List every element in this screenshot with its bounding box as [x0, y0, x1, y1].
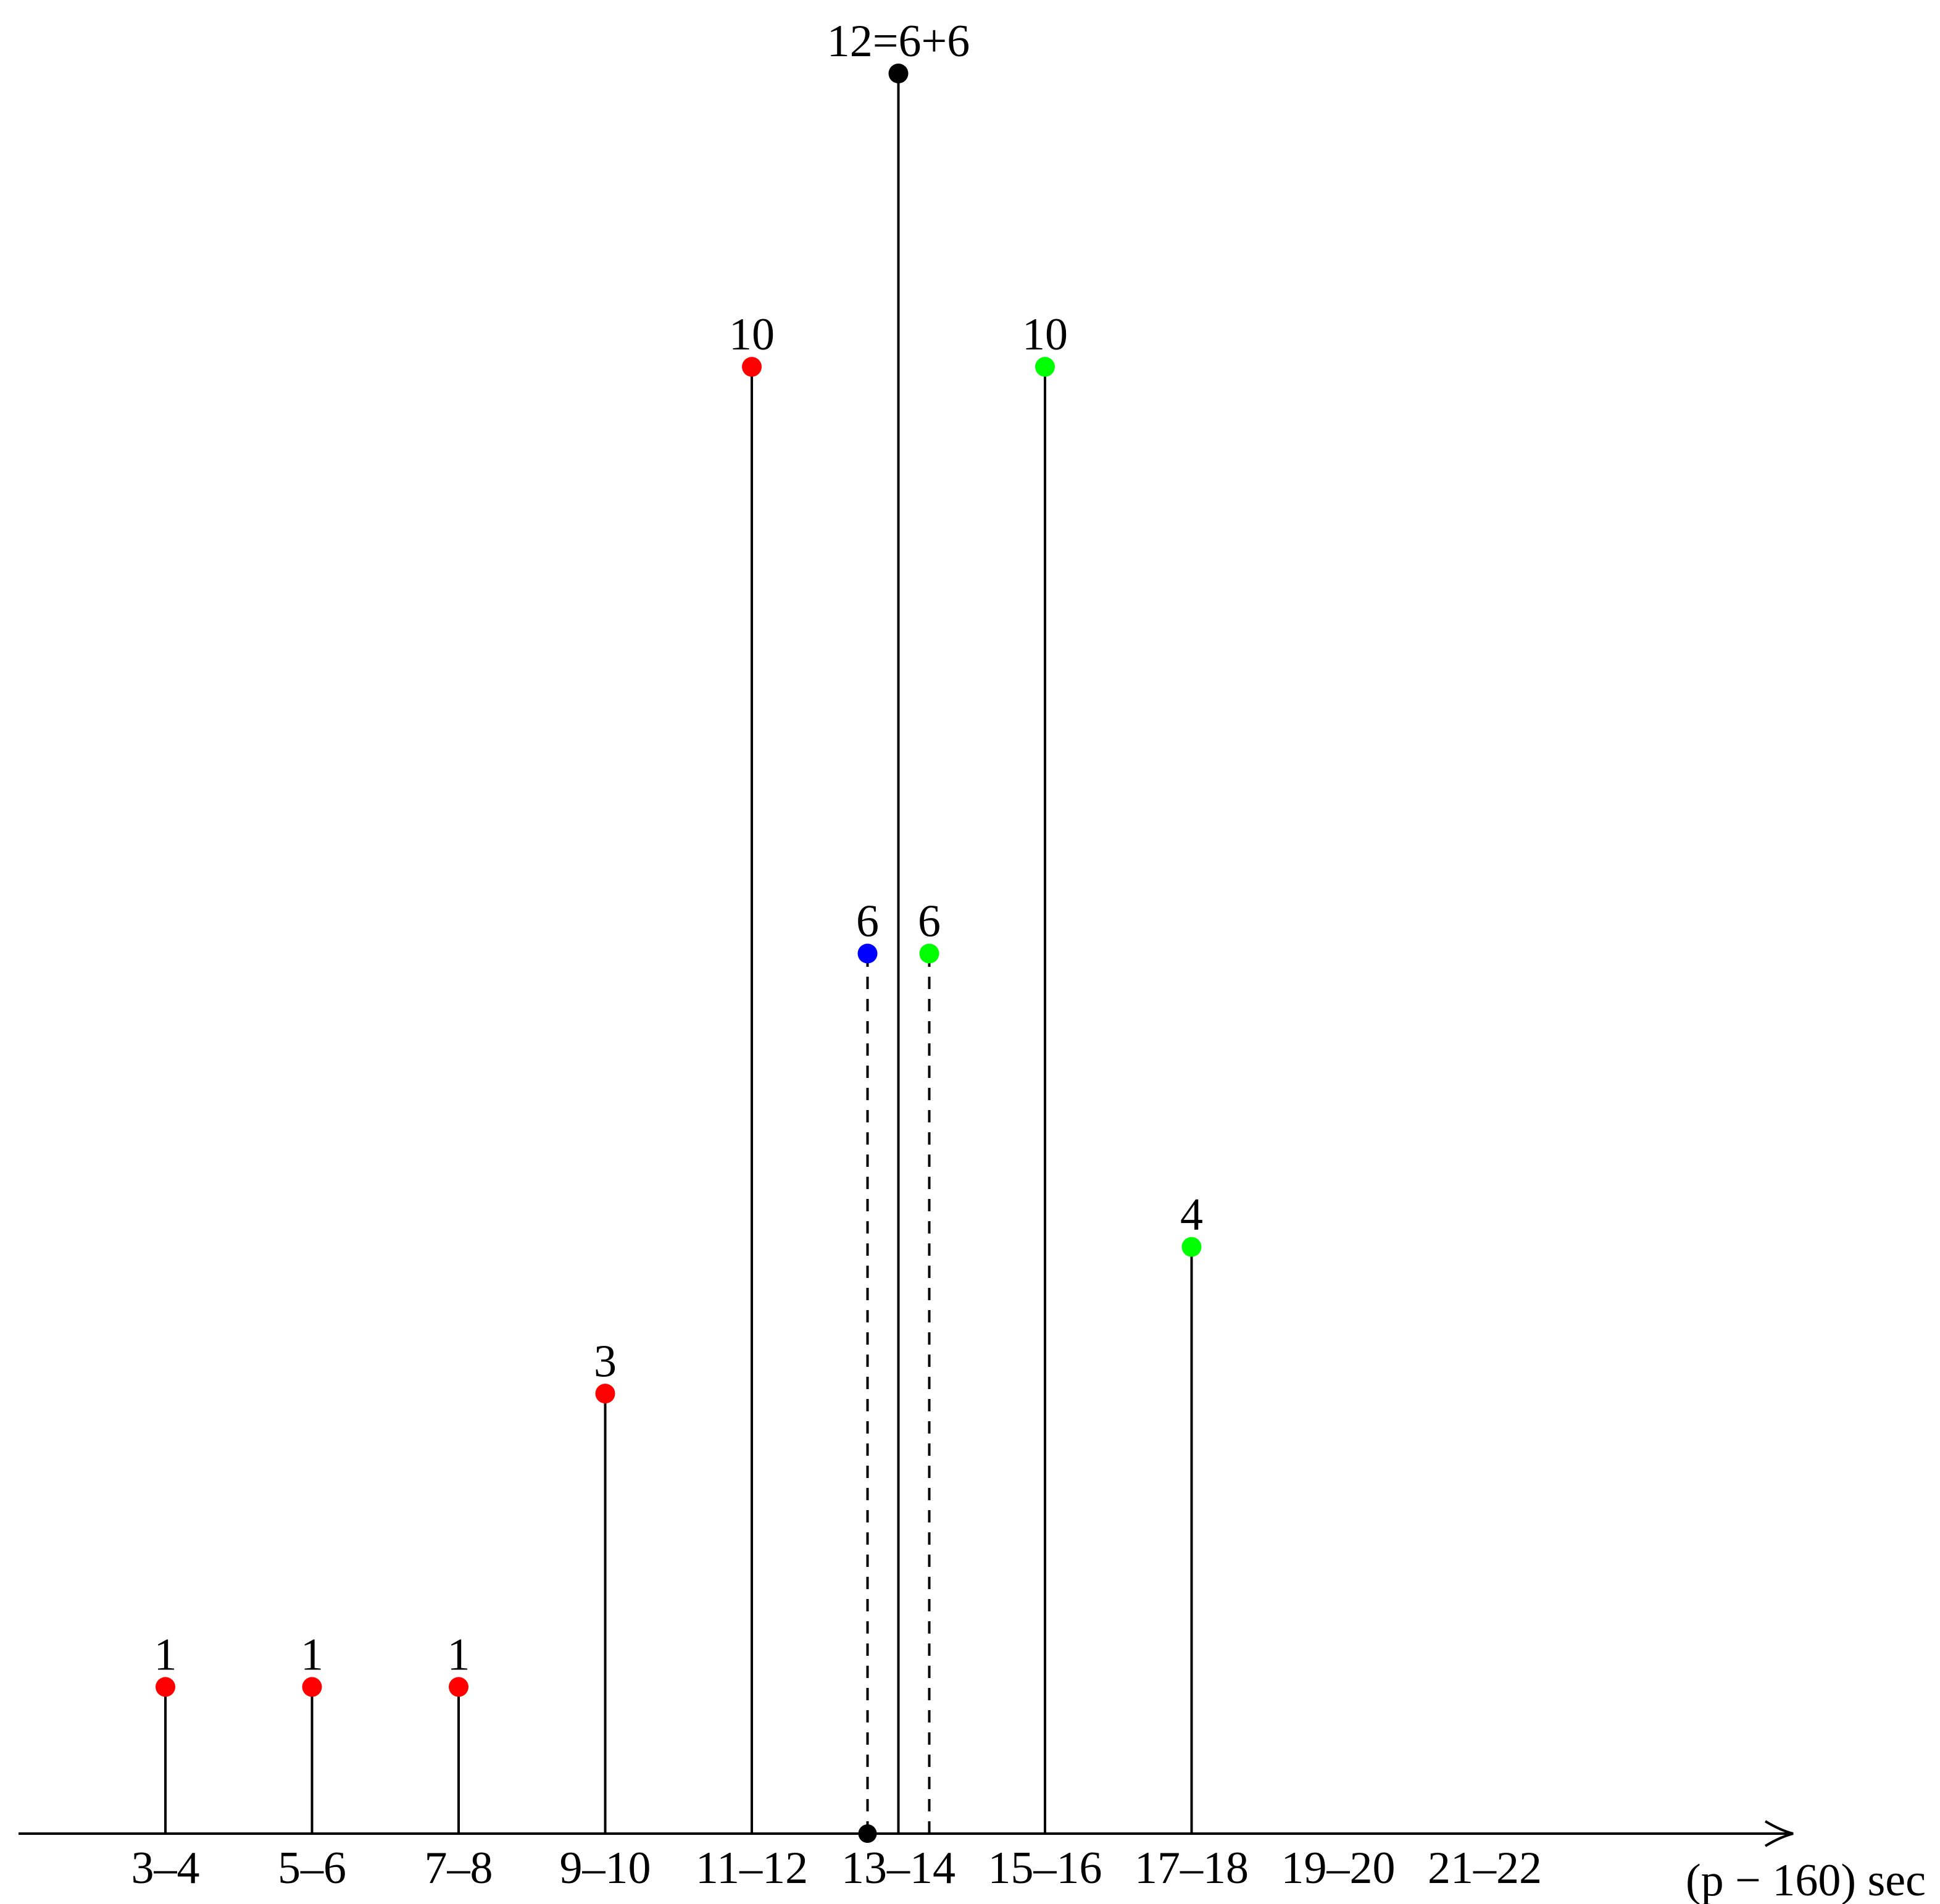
dot	[919, 943, 939, 964]
value-label: 1	[301, 1629, 323, 1680]
value-label: 10	[1022, 309, 1068, 360]
value-label: 12=6+6	[827, 16, 970, 67]
x-tick-label: 3–4	[131, 1843, 200, 1894]
x-tick-label: 15–16	[988, 1843, 1102, 1894]
value-label: 4	[1180, 1190, 1203, 1240]
dot	[449, 1677, 468, 1697]
value-label: 1	[154, 1629, 177, 1680]
dot	[742, 357, 762, 377]
x-tick-label: 21–22	[1428, 1843, 1542, 1894]
axis-arrow	[1764, 1820, 1794, 1847]
dot	[1035, 357, 1055, 377]
value-label: 3	[594, 1336, 617, 1387]
x-tick-label: 5–6	[278, 1843, 346, 1894]
dot	[1181, 1237, 1202, 1257]
dot	[857, 943, 878, 964]
dot	[156, 1677, 175, 1697]
x-tick-label: 19–20	[1281, 1843, 1396, 1894]
dot	[595, 1384, 615, 1404]
dot	[302, 1677, 322, 1697]
x-tick-label: 9–10	[560, 1843, 651, 1894]
base-dot	[858, 1824, 877, 1843]
x-tick-label: 13–14	[841, 1843, 955, 1894]
x-tick-label: 7–8	[425, 1843, 493, 1894]
x-tick-label: 11–12	[696, 1843, 808, 1894]
value-label: 10	[729, 309, 775, 360]
x-tick-label: 17–18	[1134, 1843, 1249, 1894]
value-label: 1	[448, 1629, 470, 1680]
value-label: 6	[918, 896, 941, 947]
x-axis-label: (p − 160) sec	[1686, 1855, 1926, 1904]
value-label: 6	[856, 896, 879, 947]
dot	[888, 64, 909, 83]
